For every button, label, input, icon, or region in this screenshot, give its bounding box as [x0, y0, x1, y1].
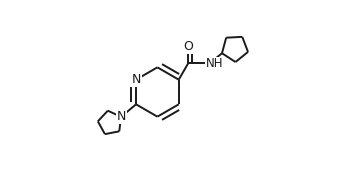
Text: N: N: [117, 110, 126, 123]
Text: NH: NH: [206, 57, 223, 70]
Text: O: O: [183, 40, 193, 53]
Text: N: N: [131, 73, 141, 86]
